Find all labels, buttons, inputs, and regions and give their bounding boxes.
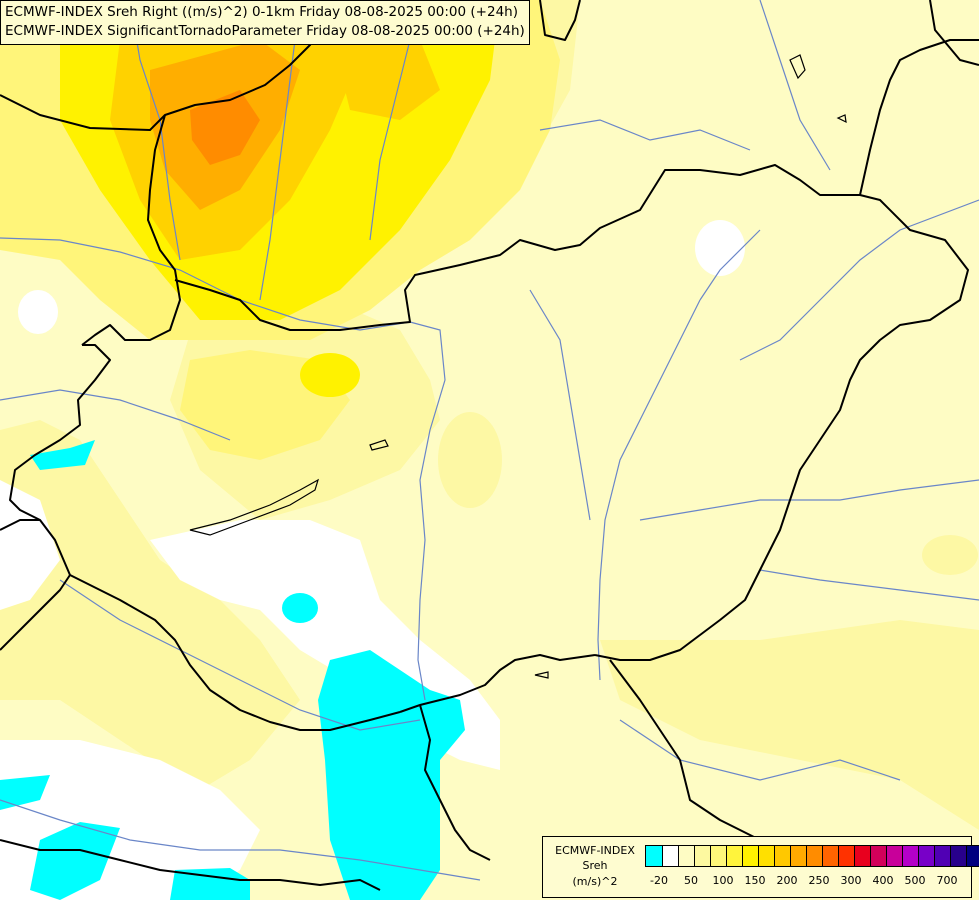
legend-swatch [662,846,678,866]
border-hu-hr [69,574,401,731]
border-hr-rs [419,704,491,861]
legend-tick: 100 [712,874,734,887]
lake-small-2 [789,54,806,80]
legend-variable: Sreh [582,859,608,872]
pale-yellow-area-east [600,620,979,830]
legend-swatch [918,846,934,866]
pale-yellow-spot-2 [922,535,978,575]
legend-swatch [838,846,854,866]
legend-tick: 700 [936,874,958,887]
legend-swatch [678,846,694,866]
lakes [189,54,847,679]
river-danube-bend [409,321,446,701]
border-east-ro [609,659,761,841]
legend-tick-labels: -20 50 100 150 200 250 300 400 500 700 [645,874,967,890]
legend-tick: 200 [776,874,798,887]
lake-small-3 [836,114,847,124]
border-pl-sk [539,0,581,41]
white-spot-north [695,220,745,276]
legend-swatch [694,846,710,866]
river-east-3 [759,569,979,601]
title-line-sreh: ECMWF-INDEX Sreh Right ((m/s)^2) 0-1km F… [5,4,518,20]
border-hr-ba [0,839,381,891]
white-spot-west [18,290,58,334]
legend-swatch [758,846,774,866]
cyan-spot-sw2 [30,822,120,900]
gold-area-north [330,30,440,120]
river-north-1 [259,0,301,301]
legend: ECMWF-INDEX Sreh (m/s)^2 -20 50 100 150 200 2… [542,836,979,898]
border-pl-ua [929,0,979,66]
legend-swatch [902,846,918,866]
river-southeast [619,719,901,781]
legend-swatch [854,846,870,866]
orange-core [190,90,260,165]
yellow-small-lobe [300,353,360,397]
river-tisza-north [699,229,761,301]
cyan-area-main [318,650,465,900]
legend-swatch [966,846,979,866]
legend-swatch [870,846,886,866]
legend-tick: -20 [650,874,668,887]
legend-swatch [742,846,758,866]
legend-swatch [934,846,950,866]
river-northeast [759,0,831,171]
white-area-west [0,480,60,610]
legend-swatch [774,846,790,866]
lake-small-1 [369,439,389,451]
legend-title: ECMWF-INDEX [555,844,635,857]
border-hu-rs [399,654,596,713]
border-at-sk [81,114,181,346]
border-at-si [0,519,40,531]
legend-swatch [790,846,806,866]
river-east-2 [639,479,979,521]
legend-swatch [950,846,966,866]
legend-tick: 50 [684,874,698,887]
cyan-spot-south [170,868,250,900]
legend-swatch [886,846,902,866]
legend-tick: 500 [904,874,926,887]
cyan-spot-sw [0,775,50,810]
lake-balaton [189,478,319,536]
lake-small-4 [534,671,549,679]
legend-swatch [806,846,822,866]
legend-tick: 300 [840,874,862,887]
legend-swatch [822,846,838,866]
legend-swatch [726,846,742,866]
border-sk-hu [174,164,860,331]
legend-color-scale [645,845,979,867]
river-tisza [597,299,701,681]
border-hu-si-at [9,344,111,576]
legend-unit: (m/s)^2 [572,875,618,888]
cyan-spot-1 [282,593,318,623]
river-west-1 [0,389,231,441]
border-hu-ua-ro [594,194,969,661]
title-line-stp: ECMWF-INDEX SignificantTornadoParameter … [5,23,525,39]
river-center-1 [529,289,591,521]
river-east-1 [739,199,979,361]
river-sava [0,799,481,881]
legend-tick: 150 [744,874,766,887]
legend-swatch [646,846,662,866]
border-si-hr [0,574,71,651]
pale-yellow-spot-1 [438,412,502,508]
pale-yellow-area-west [0,420,300,790]
cyan-spot-west [30,440,95,470]
legend-swatch [710,846,726,866]
river-north-3 [539,119,751,151]
legend-tick: 400 [872,874,894,887]
river-drava [59,579,421,731]
legend-tick: 250 [808,874,830,887]
map-title-box: ECMWF-INDEX Sreh Right ((m/s)^2) 0-1km F… [0,0,530,45]
